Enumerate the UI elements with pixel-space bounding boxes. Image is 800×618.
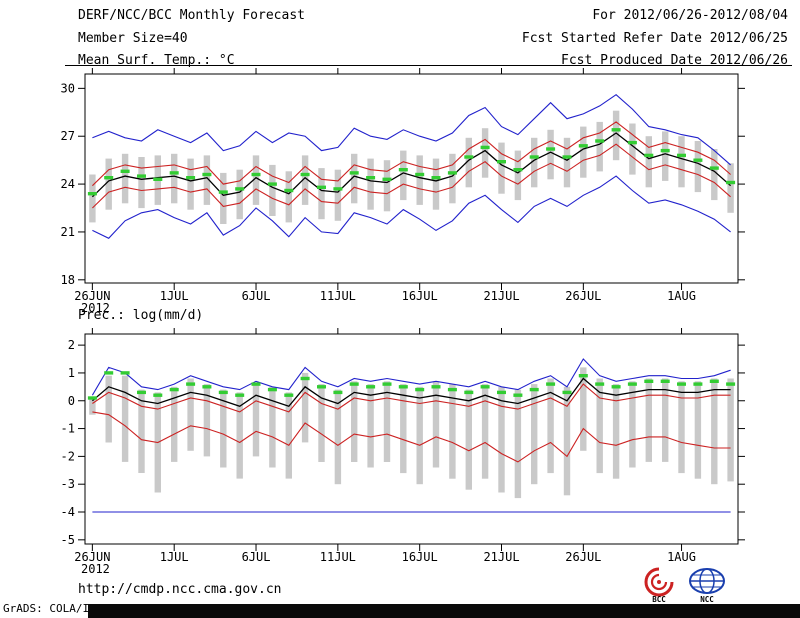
bcc-swirl-icon <box>644 567 674 597</box>
series-ensemble-max <box>91 358 731 396</box>
ncc-logo: NCC <box>689 568 725 604</box>
svg-text:26JUN: 26JUN <box>74 289 110 303</box>
svg-text:1JUL: 1JUL <box>160 289 189 303</box>
series-upper-spread <box>92 383 731 413</box>
median-dashes <box>87 371 736 400</box>
y-axis: 30 27 24 21 18 <box>61 81 745 287</box>
svg-text:26JUN: 26JUN <box>74 550 110 564</box>
svg-text:18: 18 <box>61 273 75 287</box>
member-spread-bars <box>89 110 734 224</box>
y-axis: 2 1 0 -1 -2 -3 -4 -5 <box>61 338 745 547</box>
svg-text:11JUL: 11JUL <box>320 289 356 303</box>
fcst-start-date: Fcst Started Refer Date 2012/06/25 <box>521 31 788 46</box>
page-title: DERF/NCC/BCC Monthly Forecast <box>78 8 305 23</box>
svg-text:24: 24 <box>61 177 75 191</box>
forecast-range: For 2012/06/26-2012/08/04 <box>592 8 788 23</box>
svg-text:6JUL: 6JUL <box>242 550 271 564</box>
svg-text:16JUL: 16JUL <box>402 550 438 564</box>
svg-text:30: 30 <box>61 81 75 95</box>
member-spread-bars <box>89 367 734 499</box>
series-ensemble-max <box>92 94 731 166</box>
temp-chart-title: Mean Surf. Temp.: °C <box>78 53 235 68</box>
svg-text:2: 2 <box>68 338 75 352</box>
svg-text:26JUL: 26JUL <box>565 550 601 564</box>
svg-text:21JUL: 21JUL <box>483 550 519 564</box>
prec-chart: 2 1 0 -1 -2 -3 -4 -5 26JUN 1JUL 6JUL 11JUL 16JUL 21JU… <box>61 328 745 576</box>
bcc-logo: BCC <box>644 567 674 604</box>
svg-text:11JUL: 11JUL <box>320 550 356 564</box>
svg-text:21: 21 <box>61 225 75 239</box>
bcc-logo-label: BCC <box>652 595 666 604</box>
svg-text:-3: -3 <box>61 477 75 491</box>
svg-text:6JUL: 6JUL <box>242 289 271 303</box>
svg-text:1AUG: 1AUG <box>667 550 696 564</box>
grads-credit: GrADS: COLA/IGES <box>3 602 109 615</box>
x-axis: 26JUN 1JUL 6JUL 11JUL 16JUL 21JUL 26JUL 1AUG <box>74 68 696 303</box>
svg-text:-1: -1 <box>61 422 75 436</box>
ncc-logo-label: NCC <box>700 595 714 604</box>
series-ensemble-min <box>92 175 731 239</box>
svg-text:1AUG: 1AUG <box>667 289 696 303</box>
x-axis-year: 2012 <box>81 562 110 576</box>
website-url: http://cmdp.ncc.cma.gov.cn <box>78 582 282 597</box>
series-upper-spread <box>92 121 731 187</box>
plot-frame <box>84 73 739 284</box>
svg-text:-4: -4 <box>61 505 75 519</box>
series-ensemble-mean <box>91 132 732 198</box>
series-lower-spread <box>92 411 731 463</box>
x-axis: 26JUN 1JUL 6JUL 11JUL 16JUL 21JUL 26JUL 1AUG <box>74 328 696 564</box>
svg-text:27: 27 <box>61 129 75 143</box>
member-size-label: Member Size=40 <box>78 31 188 46</box>
x-axis-year: 2012 <box>81 301 110 315</box>
header-rule <box>65 65 792 66</box>
median-dashes <box>87 128 736 196</box>
ncc-globe-icon <box>689 568 725 594</box>
prec-chart-title: Prec.: log(mm/d) <box>78 308 204 323</box>
svg-text:-5: -5 <box>61 533 75 547</box>
bottom-bar <box>88 604 800 618</box>
svg-text:-2: -2 <box>61 449 75 463</box>
plot-frame <box>84 333 739 545</box>
svg-text:1: 1 <box>68 366 75 380</box>
svg-text:16JUL: 16JUL <box>402 289 438 303</box>
svg-text:26JUL: 26JUL <box>565 289 601 303</box>
series-ensemble-mean <box>91 377 731 408</box>
svg-text:21JUL: 21JUL <box>483 289 519 303</box>
svg-text:1JUL: 1JUL <box>160 550 189 564</box>
fcst-produced-date: Fcst Produced Date 2012/06/26 <box>561 53 788 68</box>
svg-text:0: 0 <box>68 394 75 408</box>
series-lower-spread <box>92 143 731 209</box>
